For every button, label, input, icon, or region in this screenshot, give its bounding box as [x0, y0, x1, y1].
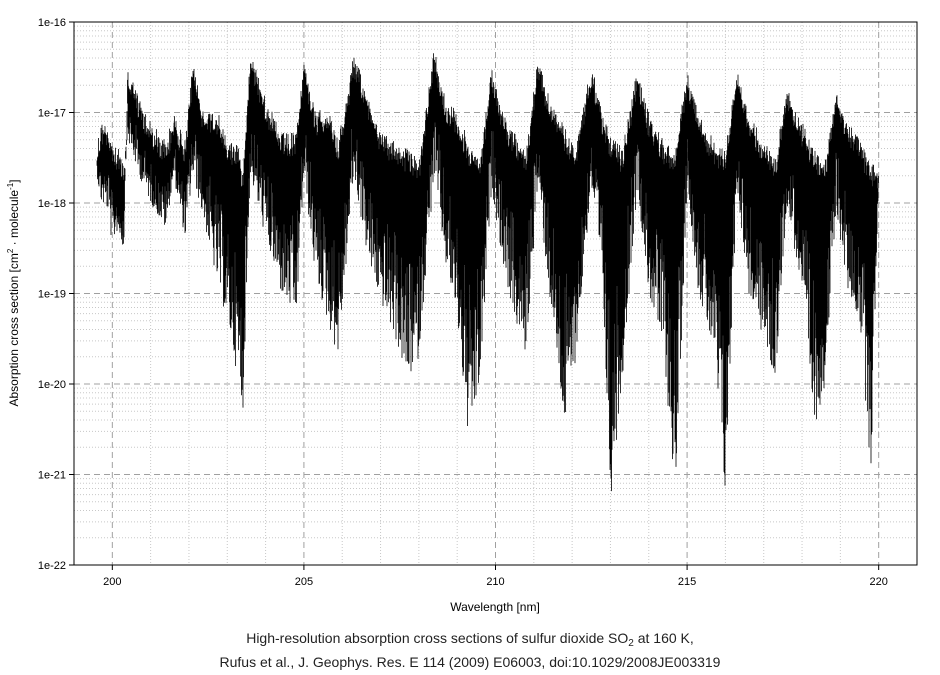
y-tick-label: 1e-20 — [38, 379, 66, 391]
spectrum-series — [96, 53, 879, 492]
x-axis: 200 205 210 215 220 — [103, 565, 888, 588]
x-tick-label: 220 — [870, 576, 888, 588]
x-axis-label: Wavelength [nm] — [450, 600, 540, 614]
x-tick-label: 210 — [486, 576, 504, 588]
spectrum-line — [96, 53, 879, 492]
y-axis-label: Absorption cross section [cm2 · molecule… — [6, 179, 21, 406]
y-tick-label: 1e-22 — [38, 560, 66, 572]
x-tick-label: 205 — [295, 576, 313, 588]
y-tick-label: 1e-19 — [38, 289, 66, 301]
figure-caption-line-1: High-resolution absorption cross section… — [246, 630, 694, 649]
figure-caption-line-2: Rufus et al., J. Geophys. Res. E 114 (20… — [219, 654, 721, 670]
x-tick-label: 200 — [103, 576, 121, 588]
y-tick-label: 1e-21 — [38, 470, 66, 482]
y-tick-label: 1e-18 — [38, 198, 66, 210]
y-axis: 1e-22 1e-21 1e-20 1e-19 1e-18 1e-17 1e-16 — [38, 17, 74, 572]
y-tick-label: 1e-16 — [38, 17, 66, 29]
y-tick-label: 1e-17 — [38, 108, 66, 120]
absorption-chart: 200 205 210 215 220 1e-22 1e-21 1e-20 1e-19 1e-1… — [6, 17, 918, 614]
x-tick-label: 215 — [678, 576, 696, 588]
